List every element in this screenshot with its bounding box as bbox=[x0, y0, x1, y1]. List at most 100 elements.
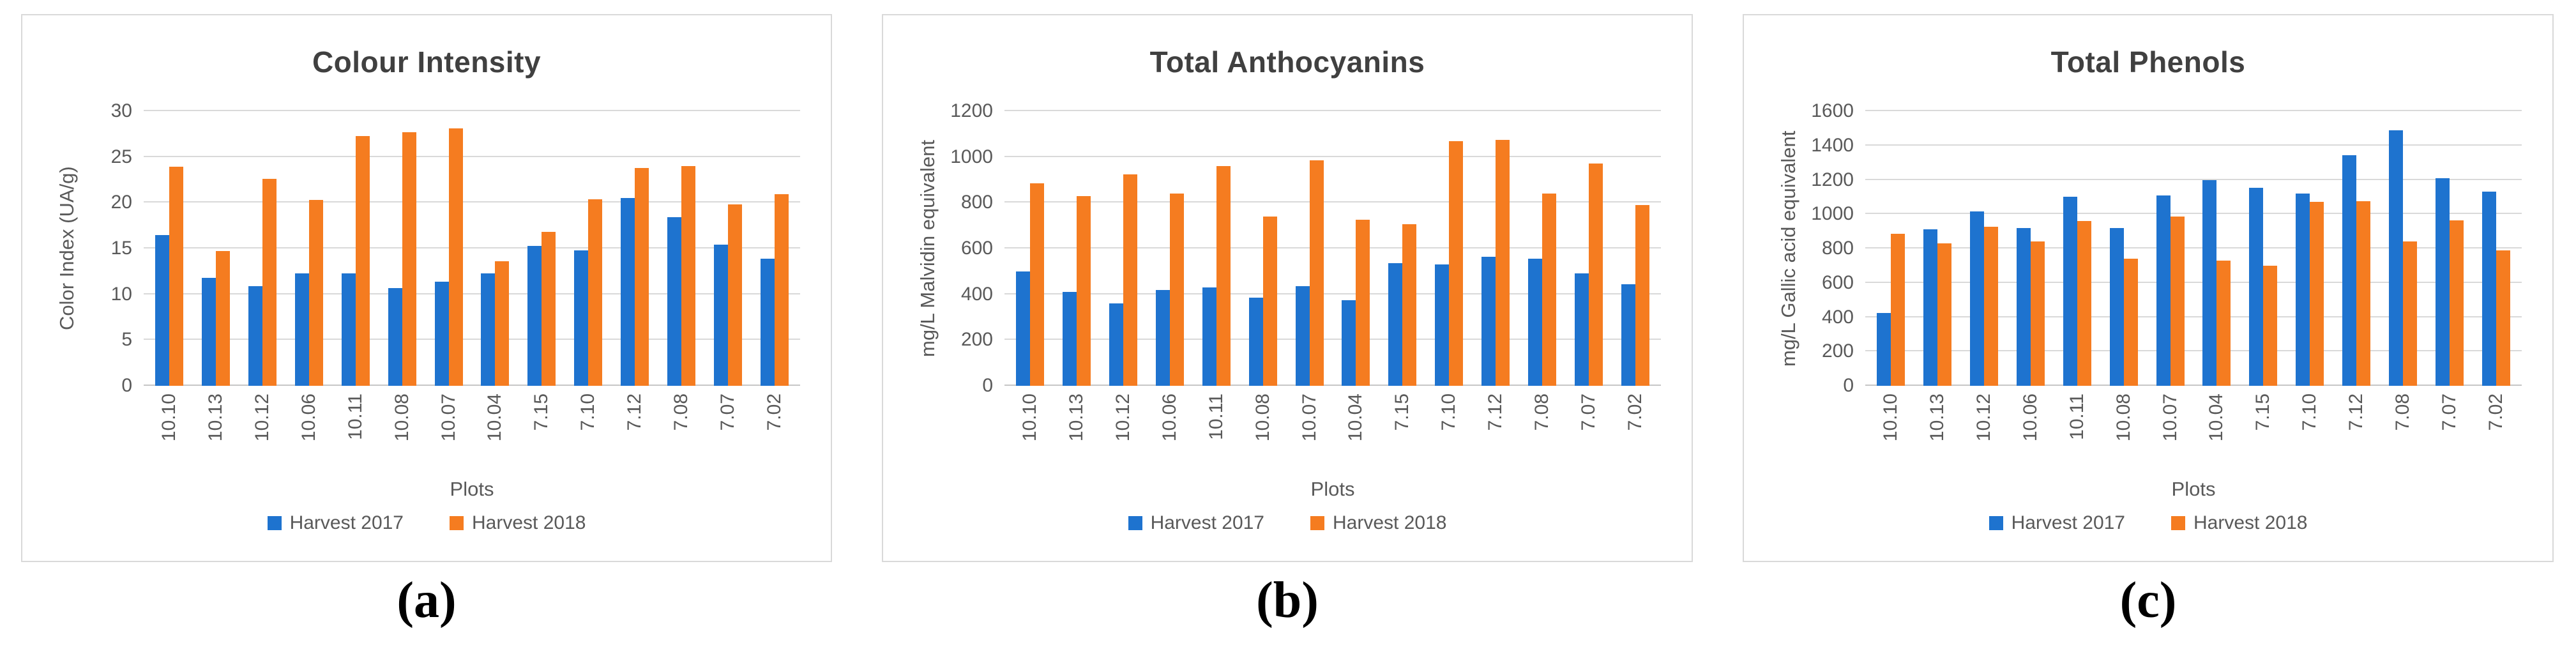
chart-total-phenols: Total Phenols mg/L Gallic acid equivalen… bbox=[1743, 14, 2554, 562]
x-tick-label: 10.06 bbox=[1159, 393, 1180, 442]
x-tick-cell: 10.12 bbox=[1961, 393, 2008, 477]
figure-row: Colour Intensity Color Index (UA/g) 0 5 10… bbox=[21, 14, 2554, 629]
x-tick-label: 10.12 bbox=[1112, 393, 1134, 442]
bar-harvest-2018 bbox=[727, 204, 742, 386]
bar-harvest-2018 bbox=[635, 167, 649, 386]
bar-group-10.04 bbox=[472, 111, 519, 386]
bar-harvest-2018 bbox=[1635, 204, 1649, 386]
bar-harvest-2017 bbox=[527, 245, 542, 386]
legend-label: Harvest 2018 bbox=[1333, 512, 1447, 533]
bar-group-10.06 bbox=[2008, 111, 2054, 386]
bar-harvest-2018 bbox=[1216, 166, 1231, 386]
bar-group-7.15 bbox=[519, 111, 565, 386]
x-tick-cell: 7.10 bbox=[565, 393, 612, 477]
x-tick-label: 10.07 bbox=[1298, 393, 1320, 442]
x-tick-label: 10.06 bbox=[2020, 393, 2041, 442]
bar-group-7.08 bbox=[2379, 111, 2426, 386]
bar-harvest-2017 bbox=[2202, 179, 2217, 386]
y-tick-labels: 0 200 400 600 800 1000 1200 bbox=[883, 101, 993, 396]
bar-harvest-2017 bbox=[574, 250, 589, 386]
x-tick-cell: 10.08 bbox=[379, 393, 425, 477]
bar-harvest-2018 bbox=[681, 166, 695, 386]
x-tick-cell: 10.04 bbox=[1333, 393, 1379, 477]
x-tick-label: 10.07 bbox=[437, 393, 459, 442]
bar-harvest-2017 bbox=[248, 286, 263, 386]
bar-harvest-2018 bbox=[1262, 216, 1277, 386]
legend: Harvest 2017 Harvest 2018 bbox=[1744, 512, 2552, 534]
x-axis-title: Plots bbox=[2171, 478, 2216, 500]
bar-group-10.12 bbox=[1961, 111, 2008, 386]
bar-harvest-2018 bbox=[2310, 202, 2324, 386]
gridline bbox=[1004, 339, 1661, 340]
x-tick-cell: 7.15 bbox=[2240, 393, 2287, 477]
x-tick-label: 10.06 bbox=[298, 393, 319, 442]
legend-swatch-icon bbox=[1310, 516, 1324, 530]
legend-swatch-icon bbox=[1128, 516, 1142, 530]
bar-group-10.10 bbox=[1868, 111, 1914, 386]
y-tick-label: 15 bbox=[110, 238, 132, 259]
panel-colour-intensity: Colour Intensity Color Index (UA/g) 0 5 10… bbox=[21, 14, 832, 629]
x-tick-cell: 7.15 bbox=[1379, 393, 1426, 477]
y-tick-label: 1000 bbox=[950, 146, 993, 167]
bar-group-10.12 bbox=[1100, 111, 1147, 386]
x-tick-labels: 10.10 10.13 10.12 10.06 10.11 10.08 10.07 10.04… bbox=[144, 393, 800, 477]
bar-harvest-2017 bbox=[1388, 263, 1403, 386]
legend-label: Harvest 2017 bbox=[1150, 512, 1264, 533]
bar-harvest-2017 bbox=[1574, 273, 1589, 386]
x-tick-label: 7.07 bbox=[716, 393, 738, 431]
x-tick-cell: 10.07 bbox=[425, 393, 472, 477]
x-tick-label: 7.15 bbox=[1391, 393, 1413, 431]
legend-item-harvest-2017: Harvest 2017 bbox=[267, 512, 404, 534]
bar-harvest-2017 bbox=[1970, 211, 1985, 386]
x-tick-cell: 10.06 bbox=[2008, 393, 2054, 477]
y-tick-label: 10 bbox=[110, 283, 132, 305]
x-tick-label: 7.12 bbox=[624, 393, 646, 431]
x-tick-label: 10.13 bbox=[1927, 393, 1948, 442]
bar-harvest-2017 bbox=[202, 277, 216, 386]
plot-area bbox=[144, 110, 800, 386]
x-tick-label: 10.08 bbox=[1252, 393, 1273, 442]
x-tick-cell: 10.11 bbox=[1193, 393, 1239, 477]
bar-harvest-2017 bbox=[1202, 287, 1216, 386]
x-tick-cell: 10.10 bbox=[1007, 393, 1054, 477]
x-tick-label: 10.12 bbox=[252, 393, 273, 442]
chart-total-anthocyanins: Total Anthocyanins mg/L Malvidin equival… bbox=[882, 14, 1693, 562]
panel-caption-a: (a) bbox=[397, 572, 457, 629]
bar-harvest-2018 bbox=[216, 251, 231, 386]
x-tick-cell: 7.08 bbox=[658, 393, 704, 477]
bar-group-7.10 bbox=[1426, 111, 1473, 386]
bar-harvest-2017 bbox=[1109, 303, 1124, 386]
x-tick-cell: 7.07 bbox=[704, 393, 751, 477]
plot-area bbox=[1865, 110, 2522, 386]
bar-group-10.07 bbox=[1286, 111, 1333, 386]
x-tick-cell: 7.07 bbox=[2426, 393, 2473, 477]
x-tick-cell: 7.10 bbox=[2287, 393, 2333, 477]
chart-colour-intensity: Colour Intensity Color Index (UA/g) 0 5 10… bbox=[21, 14, 832, 562]
bar-harvest-2018 bbox=[2263, 265, 2278, 386]
bar-group-7.12 bbox=[2333, 111, 2380, 386]
bar-harvest-2017 bbox=[621, 198, 635, 386]
bar-harvest-2017 bbox=[1342, 300, 1356, 386]
bar-harvest-2017 bbox=[2249, 187, 2264, 386]
x-tick-label: 10.11 bbox=[1205, 393, 1227, 440]
x-tick-cell: 10.13 bbox=[1054, 393, 1100, 477]
x-tick-label: 7.08 bbox=[2391, 393, 2413, 431]
x-tick-cell: 10.12 bbox=[1100, 393, 1147, 477]
bar-harvest-2017 bbox=[1923, 229, 1938, 386]
bar-harvest-2018 bbox=[1449, 141, 1464, 386]
x-tick-label: 10.04 bbox=[484, 393, 506, 442]
bar-harvest-2018 bbox=[1937, 243, 1952, 386]
bar-harvest-2018 bbox=[1984, 227, 1999, 386]
gridline bbox=[1004, 201, 1661, 203]
legend-label: Harvest 2017 bbox=[2011, 512, 2125, 533]
gridlines bbox=[144, 110, 800, 386]
x-tick-label: 7.12 bbox=[2345, 393, 2367, 431]
bar-harvest-2018 bbox=[262, 179, 277, 386]
bar-group-7.02 bbox=[751, 111, 798, 386]
y-tick-label: 0 bbox=[982, 375, 993, 396]
bar-harvest-2018 bbox=[2170, 217, 2185, 386]
bar-harvest-2018 bbox=[495, 261, 510, 386]
x-tick-label: 10.10 bbox=[158, 393, 180, 442]
bar-group-10.11 bbox=[1193, 111, 1239, 386]
y-tick-label: 200 bbox=[960, 329, 993, 351]
